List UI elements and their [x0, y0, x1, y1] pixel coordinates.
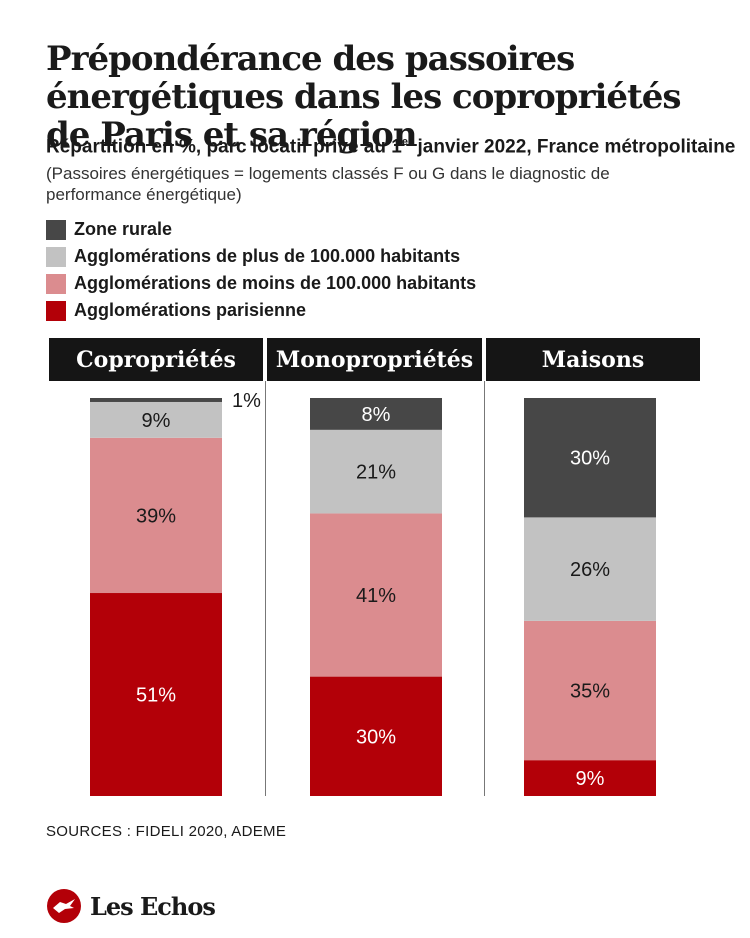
data-label-maisons-agglomerations-parisienne: 9% [576, 768, 605, 790]
column-divider [484, 381, 485, 796]
legend-item-moins-100000: Agglomérations de moins de 100.000 habit… [46, 270, 476, 297]
bar-maisons-agglomerations-parisienne [524, 760, 656, 796]
bar-monoproprietes-agglomerations-parisienne [310, 676, 442, 796]
chart-title: Prépondérance des passoires énergétiques… [46, 39, 682, 155]
data-label-coproprietes-agglomerations-de-moins-de-100-000-habitants: 39% [136, 505, 176, 527]
legend-swatch [46, 300, 66, 321]
subtitle-main: Répartition en %, parc locatif privé au … [46, 136, 402, 158]
data-label-maisons-zone-rurale: 30% [570, 448, 610, 470]
legend: Zone rurale Agglomérations de plus de 10… [46, 216, 476, 324]
chart-note: (Passoires énergétiques = logements clas… [46, 164, 610, 204]
subtitle-tail: janvier 2022, France métropolitaine [412, 136, 736, 158]
bar-maisons-agglomerations-de-plus-de-100-000-habitants [524, 517, 656, 621]
bar-monoproprietes-zone-rurale [310, 398, 442, 430]
bar-coproprietes-agglomerations-parisienne [90, 593, 222, 796]
bar-monoproprietes-agglomerations-de-moins-de-100-000-habitants [310, 513, 442, 677]
data-label-monoproprietes-agglomerations-de-moins-de-100-000-habitants: 41% [356, 585, 396, 607]
legend-item-zone-rurale: Zone rurale [46, 216, 476, 243]
column-divider [265, 381, 266, 796]
data-label-maisons-agglomerations-de-plus-de-100-000-habitants: 26% [570, 559, 610, 581]
data-label-monoproprietes-zone-rurale: 8% [362, 404, 391, 426]
bar-coproprietes-agglomerations-de-plus-de-100-000-habitants [90, 401, 222, 438]
data-label-monoproprietes-agglomerations-de-plus-de-100-000-habitants: 21% [356, 462, 396, 484]
logo-text: Les Echos [90, 891, 216, 921]
legend-label: Agglomérations de moins de 100.000 habit… [74, 273, 477, 293]
legend-label: Zone rurale [74, 219, 173, 239]
column-header-coproprietes: Copropriétés [49, 338, 263, 381]
legend-label: Agglomérations de plus de 100.000 habita… [74, 246, 461, 266]
bar-monoproprietes-agglomerations-de-plus-de-100-000-habitants [310, 429, 442, 514]
chart-subtitle: Répartition en %, parc locatif privé au … [46, 136, 735, 158]
les-echos-logo: Les Echos [46, 888, 216, 924]
data-label-coproprietes-agglomerations-parisienne: 51% [136, 685, 176, 707]
sources-note: SOURCES : FIDELI 2020, ADEME [46, 823, 287, 840]
column-header-maisons: Maisons [486, 338, 700, 381]
legend-swatch [46, 273, 66, 294]
bar-maisons-agglomerations-de-moins-de-100-000-habitants [524, 620, 656, 761]
subtitle-superscript: er [401, 136, 413, 148]
data-label-coproprietes-zone-rurale: 1% [232, 390, 261, 412]
legend-swatch [46, 246, 66, 267]
logo-mark-icon [47, 889, 81, 923]
data-label-coproprietes-agglomerations-de-plus-de-100-000-habitants: 9% [142, 410, 171, 432]
legend-item-plus-100000: Agglomérations de plus de 100.000 habita… [46, 243, 476, 270]
bar-coproprietes-agglomerations-de-moins-de-100-000-habitants [90, 437, 222, 594]
data-label-maisons-agglomerations-de-moins-de-100-000-habitants: 35% [570, 681, 610, 703]
bar-coproprietes-zone-rurale [90, 398, 222, 402]
column-header-monoproprietes: Monopropriétés [267, 338, 482, 381]
legend-swatch [46, 219, 66, 240]
legend-label: Agglomérations parisienne [74, 300, 307, 320]
data-label-monoproprietes-agglomerations-parisienne: 30% [356, 726, 396, 748]
bar-maisons-zone-rurale [524, 398, 656, 518]
legend-item-parisienne: Agglomérations parisienne [46, 297, 476, 324]
